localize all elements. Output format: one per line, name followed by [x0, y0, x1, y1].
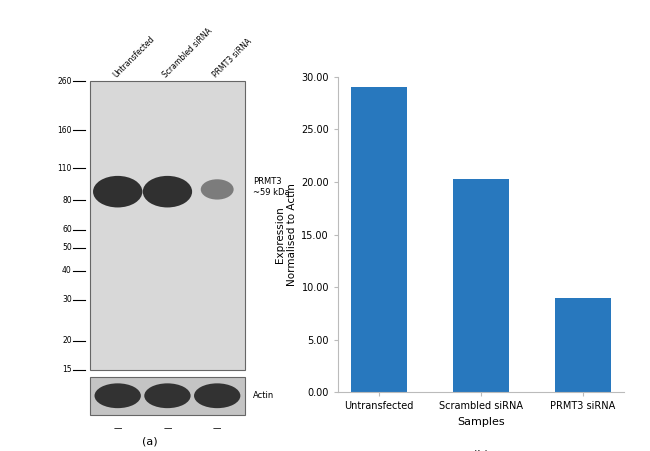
Ellipse shape — [94, 383, 141, 408]
Bar — [90, 377, 245, 415]
Bar — [351, 87, 407, 392]
Ellipse shape — [144, 383, 190, 408]
Text: Actin: Actin — [253, 391, 274, 400]
Text: 20: 20 — [62, 336, 72, 345]
Text: 40: 40 — [62, 266, 72, 275]
Y-axis label: Expression
Normalised to Actin: Expression Normalised to Actin — [276, 183, 297, 286]
Ellipse shape — [194, 383, 240, 408]
Text: 110: 110 — [57, 164, 72, 173]
Ellipse shape — [143, 176, 192, 207]
Ellipse shape — [93, 176, 142, 207]
Text: —: — — [213, 424, 222, 433]
Text: 30: 30 — [62, 295, 72, 304]
Bar — [90, 81, 245, 370]
Text: 50: 50 — [62, 244, 72, 253]
Text: PRMT3 siRNA: PRMT3 siRNA — [211, 37, 254, 79]
Text: Scrambled siRNA: Scrambled siRNA — [161, 26, 214, 79]
Text: —: — — [163, 424, 172, 433]
Text: Untransfected: Untransfected — [112, 34, 157, 79]
Bar — [555, 298, 611, 392]
Text: 60: 60 — [62, 225, 72, 234]
Text: 80: 80 — [62, 196, 72, 205]
Text: 260: 260 — [57, 77, 72, 86]
Bar — [453, 179, 509, 392]
Ellipse shape — [201, 179, 233, 199]
Text: (a): (a) — [142, 437, 157, 446]
Text: —: — — [114, 424, 122, 433]
Text: 15: 15 — [62, 365, 72, 374]
Text: (b): (b) — [473, 449, 489, 451]
Text: 160: 160 — [57, 126, 72, 135]
X-axis label: Samples: Samples — [457, 417, 505, 427]
Text: PRMT3
~59 kDa: PRMT3 ~59 kDa — [253, 177, 289, 197]
